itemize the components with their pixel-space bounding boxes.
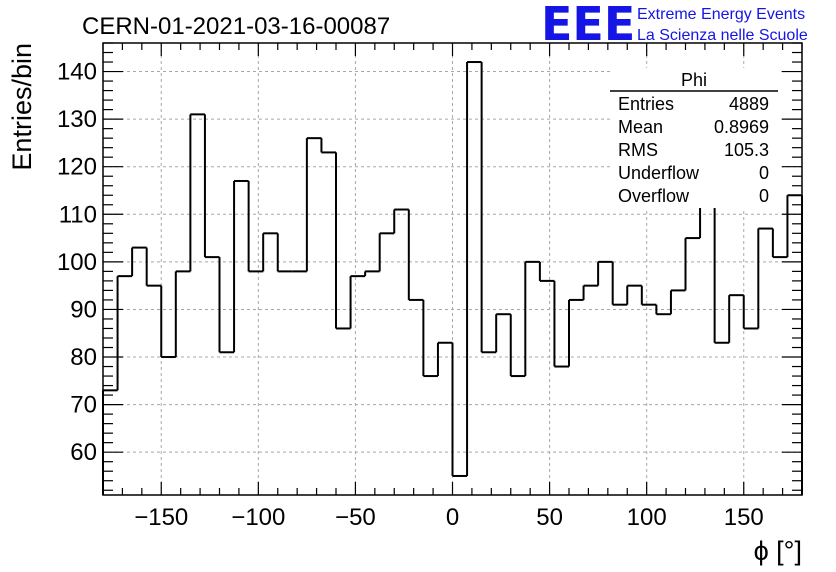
eee-logo: EEE Extreme Energy Events La Scienza nel… — [541, 0, 808, 51]
y-tick-label: 80 — [70, 344, 97, 371]
plot-frame — [102, 42, 803, 496]
y-tick-label: 110 — [59, 201, 97, 228]
x-tick-label: −50 — [335, 504, 376, 531]
logo-line-2: La Scienza nelle Scuole — [637, 27, 808, 44]
y-tick-label: 70 — [70, 392, 97, 419]
stats-value-rms: 105.3 — [724, 140, 769, 160]
y-tick-labels: 60 70 80 90 100 110 120 130 140 — [57, 59, 97, 467]
stats-value-entries: 4889 — [729, 94, 769, 114]
stats-label-rms: RMS — [618, 140, 658, 160]
stats-label-mean: Mean — [618, 117, 663, 137]
x-axis-label: ϕ [°] — [754, 536, 802, 566]
stats-value-overflow: 0 — [759, 186, 769, 206]
x-tick-label: −150 — [134, 504, 188, 531]
axis-ticks — [102, 42, 803, 495]
stats-value-mean: 0.8969 — [714, 117, 769, 137]
y-tick-label: 60 — [70, 439, 97, 466]
x-tick-label: 50 — [536, 504, 563, 531]
stats-label-underflow: Underflow — [618, 163, 700, 183]
stats-title: Phi — [681, 70, 707, 90]
chart-title: CERN-01-2021-03-16-00087 — [82, 13, 390, 40]
x-tick-label: 0 — [446, 504, 459, 531]
y-tick-label: 120 — [57, 154, 97, 181]
y-tick-label: 140 — [57, 59, 97, 86]
stats-label-overflow: Overflow — [618, 186, 690, 206]
stats-box: Phi Entries 4889 Mean 0.8969 RMS 105.3 U… — [610, 68, 778, 208]
x-tick-label: 100 — [627, 504, 667, 531]
x-tick-label: −100 — [231, 504, 285, 531]
stats-value-underflow: 0 — [759, 163, 769, 183]
x-tick-label: 150 — [724, 504, 764, 531]
y-tick-label: 90 — [70, 296, 97, 323]
x-tick-labels: −150 −100 −50 0 50 100 150 — [134, 504, 764, 531]
stats-label-entries: Entries — [618, 94, 674, 114]
y-axis-label: Entries/bin — [7, 43, 37, 171]
logo-line-1: Extreme Energy Events — [637, 6, 805, 23]
y-tick-label: 100 — [57, 249, 97, 276]
histogram-series — [102, 61, 803, 495]
y-tick-label: 130 — [57, 106, 97, 133]
